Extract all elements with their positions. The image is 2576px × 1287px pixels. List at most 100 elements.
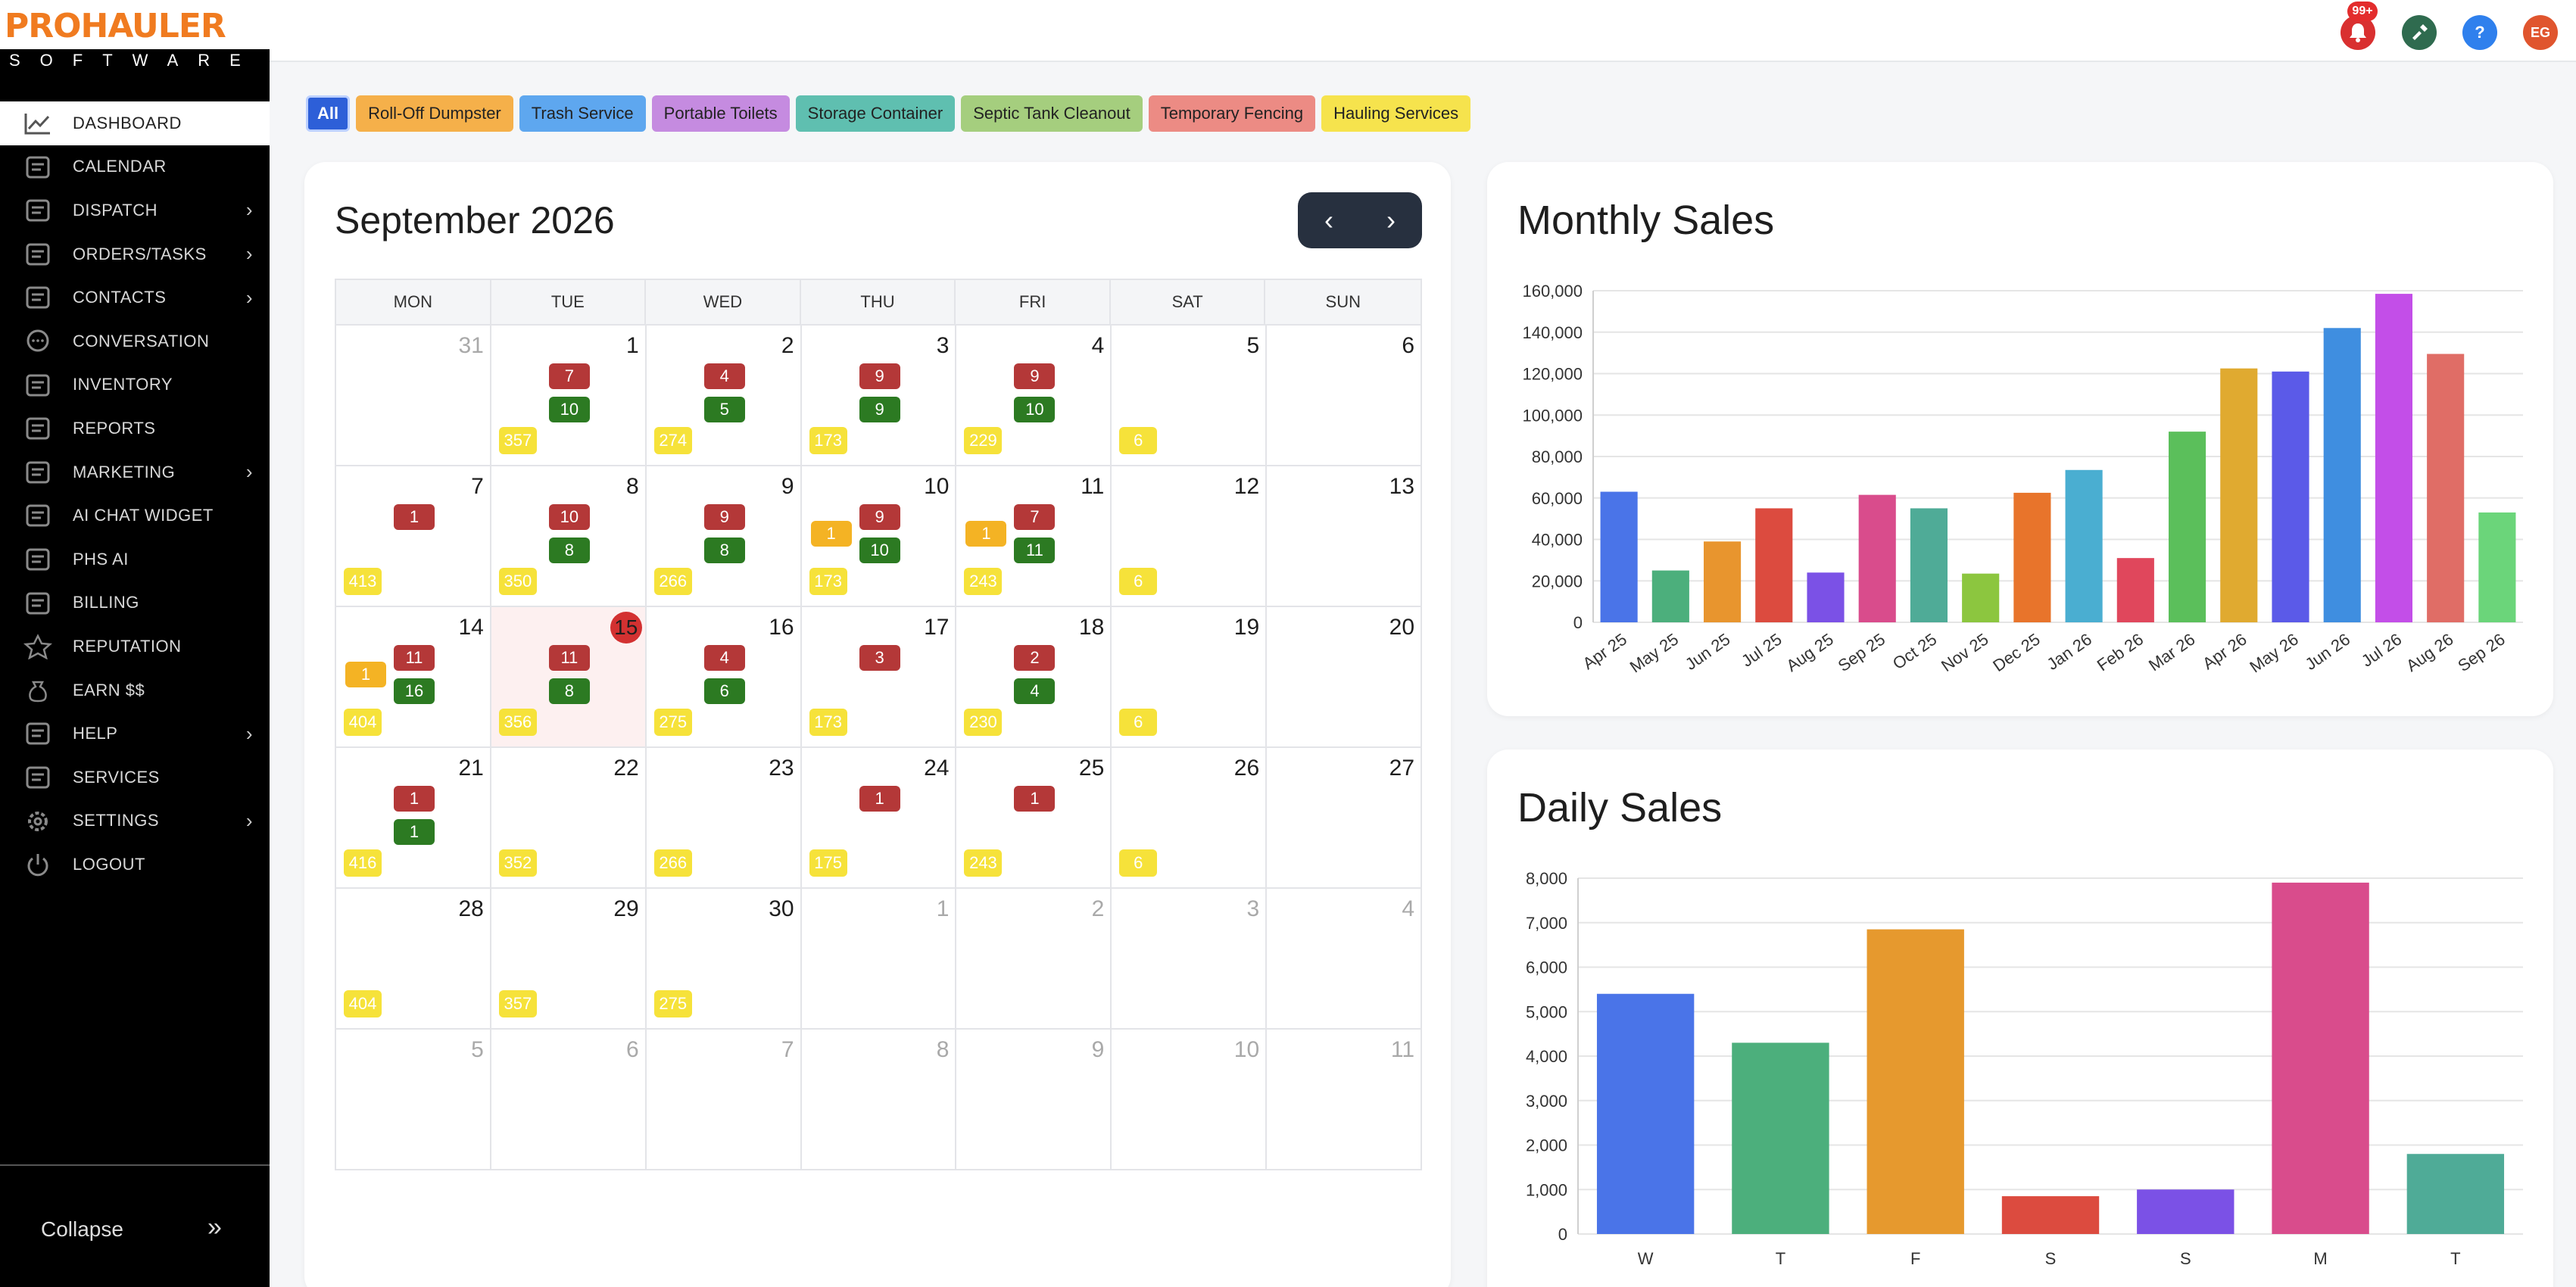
event-count-badge[interactable]: 1 bbox=[394, 504, 435, 530]
event-count-badge[interactable]: 357 bbox=[498, 427, 537, 454]
bar[interactable] bbox=[2323, 328, 2361, 622]
sidebar-item-marketing[interactable]: MARKETING › bbox=[0, 450, 270, 494]
bar[interactable] bbox=[2272, 882, 2369, 1234]
sidebar-item-ai-chat-widget[interactable]: AI CHAT WIDGET bbox=[0, 494, 270, 538]
calendar-day[interactable]: 9 9 8 266 bbox=[647, 466, 802, 606]
bar[interactable] bbox=[1867, 929, 1964, 1234]
calendar-day[interactable]: 10 1 9 10 173 bbox=[802, 466, 957, 606]
sidebar-item-settings[interactable]: SETTINGS › bbox=[0, 799, 270, 843]
bar[interactable] bbox=[2406, 1154, 2505, 1234]
event-count-badge[interactable]: 404 bbox=[344, 709, 382, 736]
calendar-day[interactable]: 17 3 173 bbox=[802, 607, 957, 746]
calendar-day[interactable]: 24 1 175 bbox=[802, 748, 957, 887]
bar[interactable] bbox=[2065, 469, 2103, 622]
filter-chip-storage-container[interactable]: Storage Container bbox=[795, 95, 956, 132]
filter-chip-all[interactable]: All bbox=[306, 95, 351, 132]
question-icon[interactable]: ? bbox=[2462, 15, 2497, 50]
event-count-badge[interactable]: 1 bbox=[1014, 786, 1056, 812]
calendar-day[interactable]: 11 1 7 11 243 bbox=[956, 466, 1112, 606]
calendar-day[interactable]: 9 bbox=[956, 1030, 1112, 1169]
bar[interactable] bbox=[1651, 570, 1689, 622]
event-count-badge[interactable]: 16 bbox=[394, 678, 435, 704]
calendar-day[interactable]: 7 bbox=[647, 1030, 802, 1169]
event-count-badge[interactable]: 9 bbox=[859, 504, 900, 530]
event-count-badge[interactable]: 230 bbox=[964, 709, 1003, 736]
event-count-badge[interactable]: 266 bbox=[653, 568, 692, 595]
calendar-day-today[interactable]: 15 11 8 356 bbox=[491, 607, 647, 746]
sidebar-item-services[interactable]: SERVICES bbox=[0, 756, 270, 799]
bar[interactable] bbox=[1962, 573, 2000, 622]
event-count-badge[interactable]: 1 bbox=[965, 521, 1007, 547]
event-count-badge[interactable]: 8 bbox=[548, 538, 590, 563]
calendar-day[interactable]: 6 bbox=[1267, 326, 1423, 465]
event-count-badge[interactable]: 11 bbox=[394, 645, 435, 671]
calendar-day[interactable]: 23 266 bbox=[647, 748, 802, 887]
calendar-day[interactable]: 29 357 bbox=[491, 889, 647, 1028]
calendar-day[interactable]: 3 bbox=[1112, 889, 1268, 1028]
event-count-badge[interactable]: 11 bbox=[1014, 538, 1056, 563]
event-count-badge[interactable]: 8 bbox=[703, 538, 745, 563]
filter-chip-septic-tank-cleanout[interactable]: Septic Tank Cleanout bbox=[961, 95, 1143, 132]
event-count-badge[interactable]: 243 bbox=[964, 568, 1003, 595]
bar[interactable] bbox=[2478, 512, 2516, 622]
calendar-day[interactable]: 2 bbox=[956, 889, 1112, 1028]
sidebar-item-billing[interactable]: BILLING bbox=[0, 581, 270, 625]
bar[interactable] bbox=[1703, 541, 1742, 622]
filter-chip-hauling-services[interactable]: Hauling Services bbox=[1321, 95, 1471, 132]
event-count-badge[interactable]: 8 bbox=[548, 678, 590, 704]
bar[interactable] bbox=[2375, 294, 2413, 622]
event-count-badge[interactable]: 266 bbox=[653, 849, 692, 877]
event-count-badge[interactable]: 229 bbox=[964, 427, 1003, 454]
calendar-day[interactable]: 1 7 10 357 bbox=[491, 326, 647, 465]
calendar-day[interactable]: 30 275 bbox=[647, 889, 802, 1028]
calendar-day[interactable]: 11 bbox=[1267, 1030, 1423, 1169]
bar[interactable] bbox=[1596, 993, 1695, 1234]
bar[interactable] bbox=[2168, 432, 2206, 622]
sidebar-item-help[interactable]: HELP › bbox=[0, 712, 270, 756]
calendar-day[interactable]: 31 bbox=[336, 326, 491, 465]
bar[interactable] bbox=[2001, 1196, 2100, 1234]
filter-chip-temporary-fencing[interactable]: Temporary Fencing bbox=[1148, 95, 1316, 132]
calendar-day[interactable]: 5 bbox=[336, 1030, 491, 1169]
calendar-day[interactable]: 26 6 bbox=[1112, 748, 1268, 887]
bar[interactable] bbox=[1755, 508, 1793, 622]
bar[interactable] bbox=[1732, 1042, 1829, 1234]
event-count-badge[interactable]: 4 bbox=[703, 363, 745, 389]
event-count-badge[interactable]: 413 bbox=[344, 568, 382, 595]
event-count-badge[interactable]: 4 bbox=[1014, 678, 1056, 704]
event-count-badge[interactable]: 6 bbox=[703, 678, 745, 704]
bar[interactable] bbox=[1807, 572, 1845, 622]
event-count-badge[interactable]: 350 bbox=[498, 568, 537, 595]
event-count-badge[interactable]: 357 bbox=[498, 990, 537, 1017]
calendar-day[interactable]: 25 1 243 bbox=[956, 748, 1112, 887]
event-count-badge[interactable]: 416 bbox=[344, 849, 382, 877]
event-count-badge[interactable]: 173 bbox=[809, 427, 847, 454]
filter-chip-trash-service[interactable]: Trash Service bbox=[519, 95, 646, 132]
calendar-day[interactable]: 7 1 413 bbox=[336, 466, 491, 606]
bar[interactable] bbox=[2137, 1189, 2235, 1234]
filter-chip-portable-toilets[interactable]: Portable Toilets bbox=[651, 95, 790, 132]
event-count-badge[interactable]: 7 bbox=[548, 363, 590, 389]
calendar-day[interactable]: 4 9 10 229 bbox=[956, 326, 1112, 465]
event-count-badge[interactable]: 1 bbox=[810, 521, 852, 547]
bar[interactable] bbox=[2220, 368, 2258, 622]
event-count-badge[interactable]: 10 bbox=[859, 538, 900, 563]
event-count-badge[interactable]: 404 bbox=[344, 990, 382, 1017]
event-count-badge[interactable]: 6 bbox=[1119, 709, 1158, 736]
bar[interactable] bbox=[1600, 491, 1638, 622]
event-count-badge[interactable]: 6 bbox=[1119, 849, 1158, 877]
event-count-badge[interactable]: 6 bbox=[1119, 427, 1158, 454]
event-count-badge[interactable]: 173 bbox=[809, 709, 847, 736]
event-count-badge[interactable]: 1 bbox=[859, 786, 900, 812]
event-count-badge[interactable]: 9 bbox=[859, 397, 900, 422]
sidebar-item-contacts[interactable]: CONTACTS › bbox=[0, 276, 270, 319]
next-month-button[interactable]: › bbox=[1386, 204, 1396, 235]
calendar-day[interactable]: 6 bbox=[491, 1030, 647, 1169]
calendar-day[interactable]: 3 9 9 173 bbox=[802, 326, 957, 465]
event-count-badge[interactable]: 275 bbox=[653, 990, 692, 1017]
calendar-day[interactable]: 2 4 5 274 bbox=[647, 326, 802, 465]
event-count-badge[interactable]: 1 bbox=[394, 819, 435, 845]
event-count-badge[interactable]: 1 bbox=[394, 786, 435, 812]
calendar-day[interactable]: 27 bbox=[1267, 748, 1423, 887]
sidebar-item-calendar[interactable]: CALENDAR bbox=[0, 145, 270, 189]
